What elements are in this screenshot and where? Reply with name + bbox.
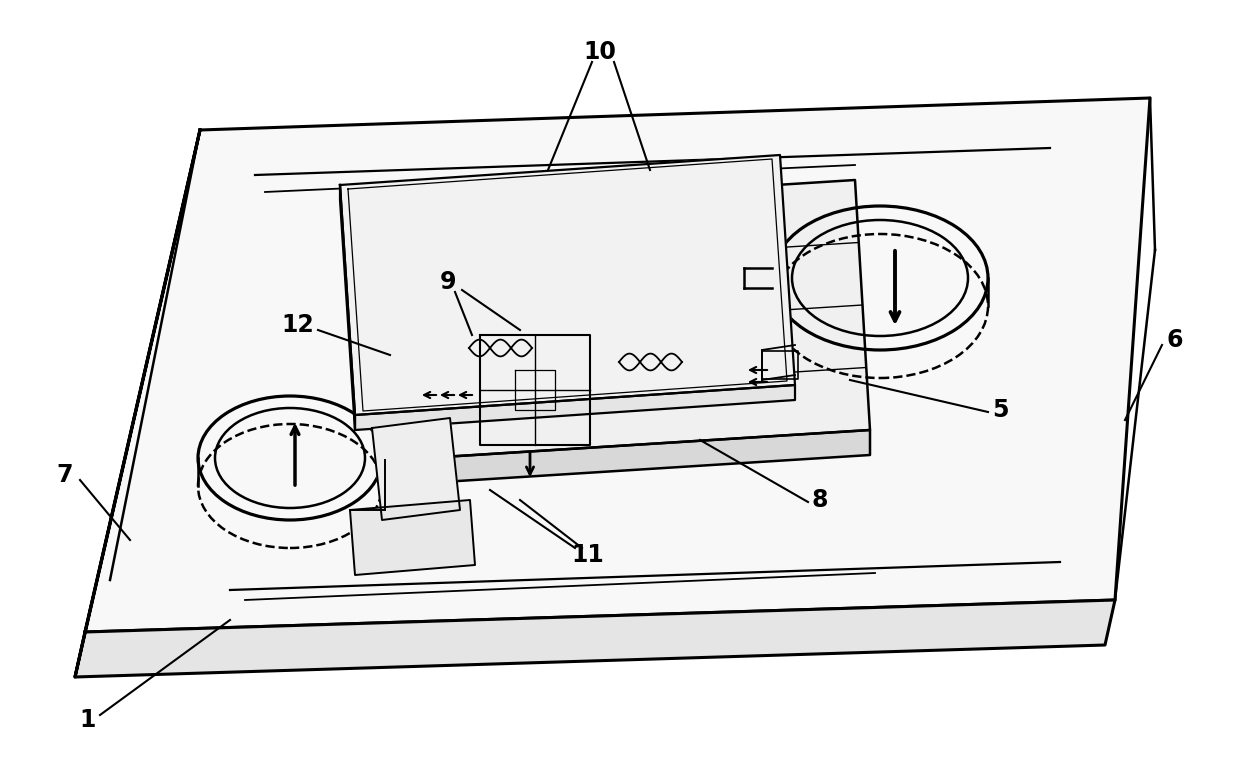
Polygon shape xyxy=(350,500,475,575)
Text: 1: 1 xyxy=(79,708,97,732)
Polygon shape xyxy=(340,185,355,430)
Polygon shape xyxy=(379,180,870,460)
Polygon shape xyxy=(340,155,795,415)
Polygon shape xyxy=(396,430,870,485)
Text: 5: 5 xyxy=(992,398,1008,422)
Polygon shape xyxy=(379,210,396,485)
Polygon shape xyxy=(355,385,795,430)
Polygon shape xyxy=(86,98,1149,632)
Text: 9: 9 xyxy=(440,270,456,294)
Text: 7: 7 xyxy=(57,463,73,487)
Text: 12: 12 xyxy=(281,313,315,337)
Polygon shape xyxy=(372,418,460,520)
Text: 8: 8 xyxy=(812,488,828,512)
Polygon shape xyxy=(74,130,200,677)
Polygon shape xyxy=(74,600,1115,677)
Text: 10: 10 xyxy=(584,40,616,64)
Text: 11: 11 xyxy=(572,543,604,567)
Text: 6: 6 xyxy=(1167,328,1183,352)
